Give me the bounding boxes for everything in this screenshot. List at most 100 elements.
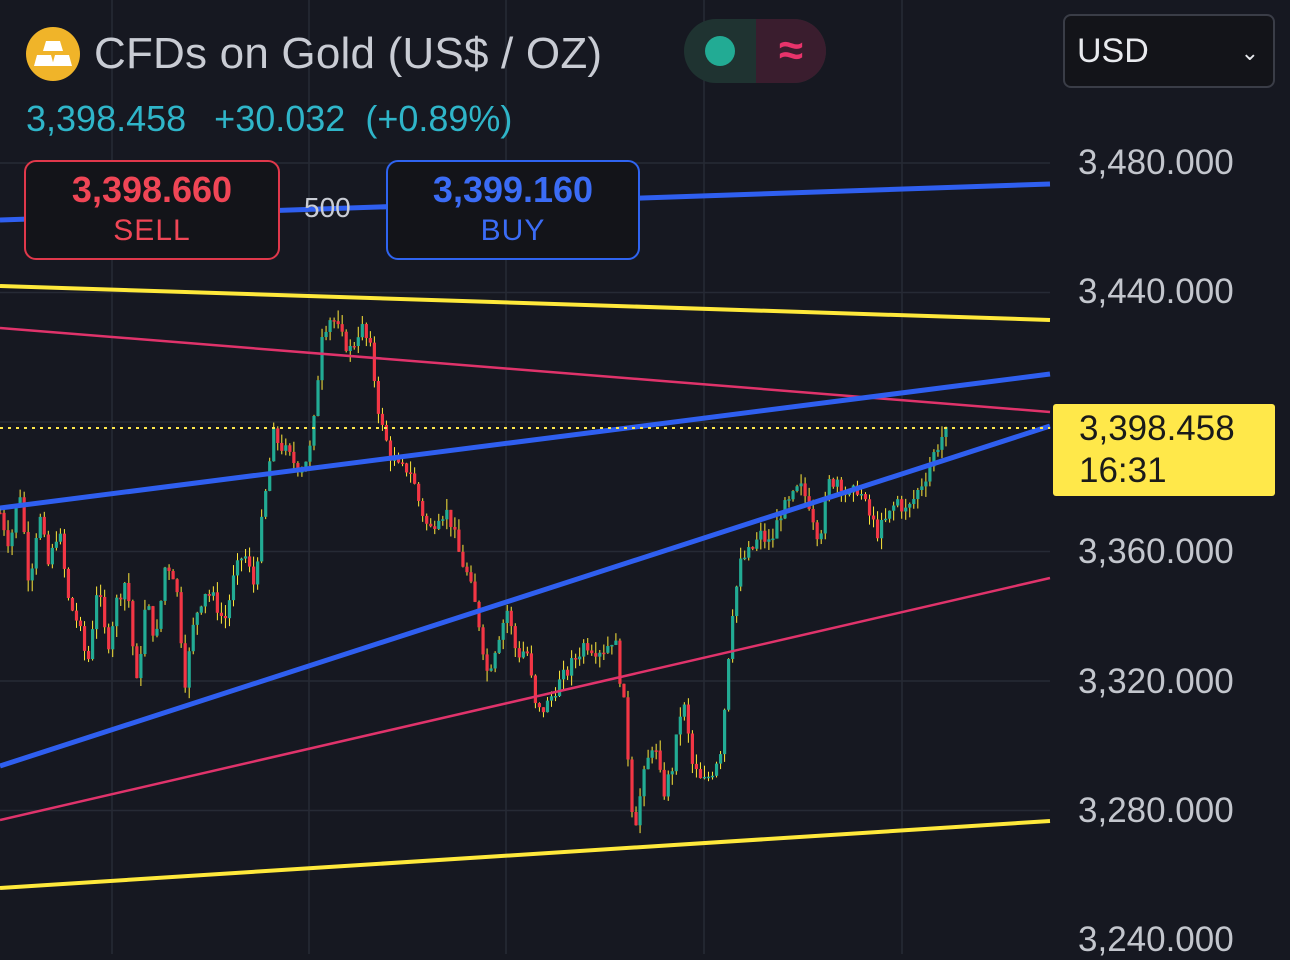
candle-body xyxy=(908,504,912,508)
candle-body xyxy=(936,449,940,453)
quote-summary: 3,398.458 +30.032 (+0.89%) xyxy=(26,98,530,140)
candle-body xyxy=(62,533,67,569)
instrument-header: CFDs on Gold (US$ / OZ) xyxy=(26,24,602,84)
candle-body xyxy=(388,440,393,461)
trendlines[interactable] xyxy=(0,181,1051,890)
candle-body xyxy=(199,606,203,613)
price-axis-label: 3,320.000 xyxy=(1078,662,1234,701)
candle-body xyxy=(771,538,775,541)
candle-body xyxy=(296,463,300,472)
candle-body xyxy=(396,457,401,463)
buy-button[interactable]: 3,399.160 BUY xyxy=(386,160,640,260)
candle-body xyxy=(159,600,163,629)
candle-body xyxy=(819,533,823,540)
candle-body xyxy=(449,509,453,527)
candle-body xyxy=(763,530,767,542)
candle-body xyxy=(22,497,26,533)
candle-body xyxy=(429,523,433,527)
candle-body xyxy=(288,445,292,452)
candle-body xyxy=(626,697,630,760)
sell-button[interactable]: 3,398.660 SELL xyxy=(24,160,280,260)
candle-body xyxy=(135,646,139,679)
candle-body xyxy=(425,515,429,524)
market-open-indicator[interactable] xyxy=(684,19,756,83)
candle-body xyxy=(718,754,723,764)
candle-body xyxy=(521,651,525,658)
sell-price: 3,398.660 xyxy=(71,169,233,211)
candle-body xyxy=(14,504,18,533)
candle-body xyxy=(187,651,191,688)
candle-body xyxy=(332,320,336,322)
candle-body xyxy=(231,575,236,601)
candle-body xyxy=(457,529,461,552)
blue-lower-trendline[interactable] xyxy=(0,423,1051,769)
candle-body xyxy=(256,561,260,585)
candle-body xyxy=(722,709,727,755)
candle-body xyxy=(545,700,550,713)
candle-body xyxy=(513,626,517,649)
pink-upper-trendline[interactable] xyxy=(0,326,1051,414)
approx-icon[interactable]: ≈ xyxy=(756,19,826,83)
candle-body xyxy=(928,466,932,482)
yellow-lower-trendline[interactable] xyxy=(0,819,1051,890)
candle-body xyxy=(473,581,477,602)
candle-body xyxy=(413,473,417,484)
candle-body xyxy=(183,643,187,688)
candle-body xyxy=(566,669,570,676)
candle-body xyxy=(594,653,598,657)
candle-body xyxy=(223,615,228,619)
candle-body xyxy=(747,547,751,558)
candle-body xyxy=(586,643,590,651)
candle-body xyxy=(417,483,421,501)
market-status-pill[interactable]: ≈ xyxy=(684,19,826,83)
candle-body xyxy=(755,539,759,549)
candle-body xyxy=(147,606,151,610)
candle-body xyxy=(477,601,481,628)
candle-body xyxy=(557,679,562,697)
candle-body xyxy=(163,567,167,601)
candle-body xyxy=(811,508,815,523)
candle-body xyxy=(469,572,473,582)
candle-body xyxy=(533,675,537,704)
candle-body xyxy=(352,345,356,348)
candle-body xyxy=(131,601,135,647)
candle-body xyxy=(78,620,83,627)
candle-body xyxy=(155,628,159,636)
pink-lower-trendline[interactable] xyxy=(0,576,1051,822)
candle-body xyxy=(344,331,348,351)
candle-body xyxy=(505,610,509,623)
candle-body xyxy=(127,582,131,602)
candle-body xyxy=(775,520,779,539)
candle-body xyxy=(779,518,783,521)
buy-price: 3,399.160 xyxy=(432,169,594,211)
candle-body xyxy=(920,486,924,490)
candle-body xyxy=(171,571,175,580)
candle-body xyxy=(803,483,807,497)
candle-body xyxy=(86,650,91,660)
candle-body xyxy=(74,610,79,621)
candle-body xyxy=(582,643,586,657)
candle-body xyxy=(30,568,34,581)
candle-body xyxy=(944,426,948,437)
blue-middle-trendline[interactable] xyxy=(0,371,1051,511)
candle-body xyxy=(767,539,771,542)
candle-body xyxy=(312,416,316,446)
candle-body xyxy=(441,519,445,521)
candle-body xyxy=(682,704,686,717)
candle-body xyxy=(195,612,199,625)
candle-body xyxy=(827,479,831,499)
candle-body xyxy=(574,658,578,660)
currency-selector[interactable]: USD ⌄ xyxy=(1063,14,1275,88)
candle-body xyxy=(795,486,799,492)
candle-body xyxy=(143,609,147,655)
price-axis-label: 3,440.000 xyxy=(1078,272,1234,311)
candle-body xyxy=(445,509,449,520)
candle-body xyxy=(791,491,795,500)
yellow-upper-trendline[interactable] xyxy=(0,284,1051,322)
candle-body xyxy=(139,654,143,679)
candle-body xyxy=(884,518,888,521)
candle-body xyxy=(260,516,264,562)
candlestick-series xyxy=(0,310,948,834)
candle-body xyxy=(823,498,827,534)
